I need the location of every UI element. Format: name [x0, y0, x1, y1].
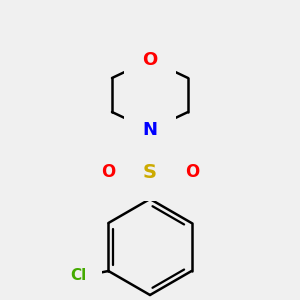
Text: O: O: [142, 51, 158, 69]
Text: N: N: [142, 121, 158, 139]
Text: O: O: [185, 163, 199, 181]
Text: O: O: [101, 163, 115, 181]
Text: S: S: [143, 163, 157, 182]
Text: Cl: Cl: [70, 268, 87, 284]
